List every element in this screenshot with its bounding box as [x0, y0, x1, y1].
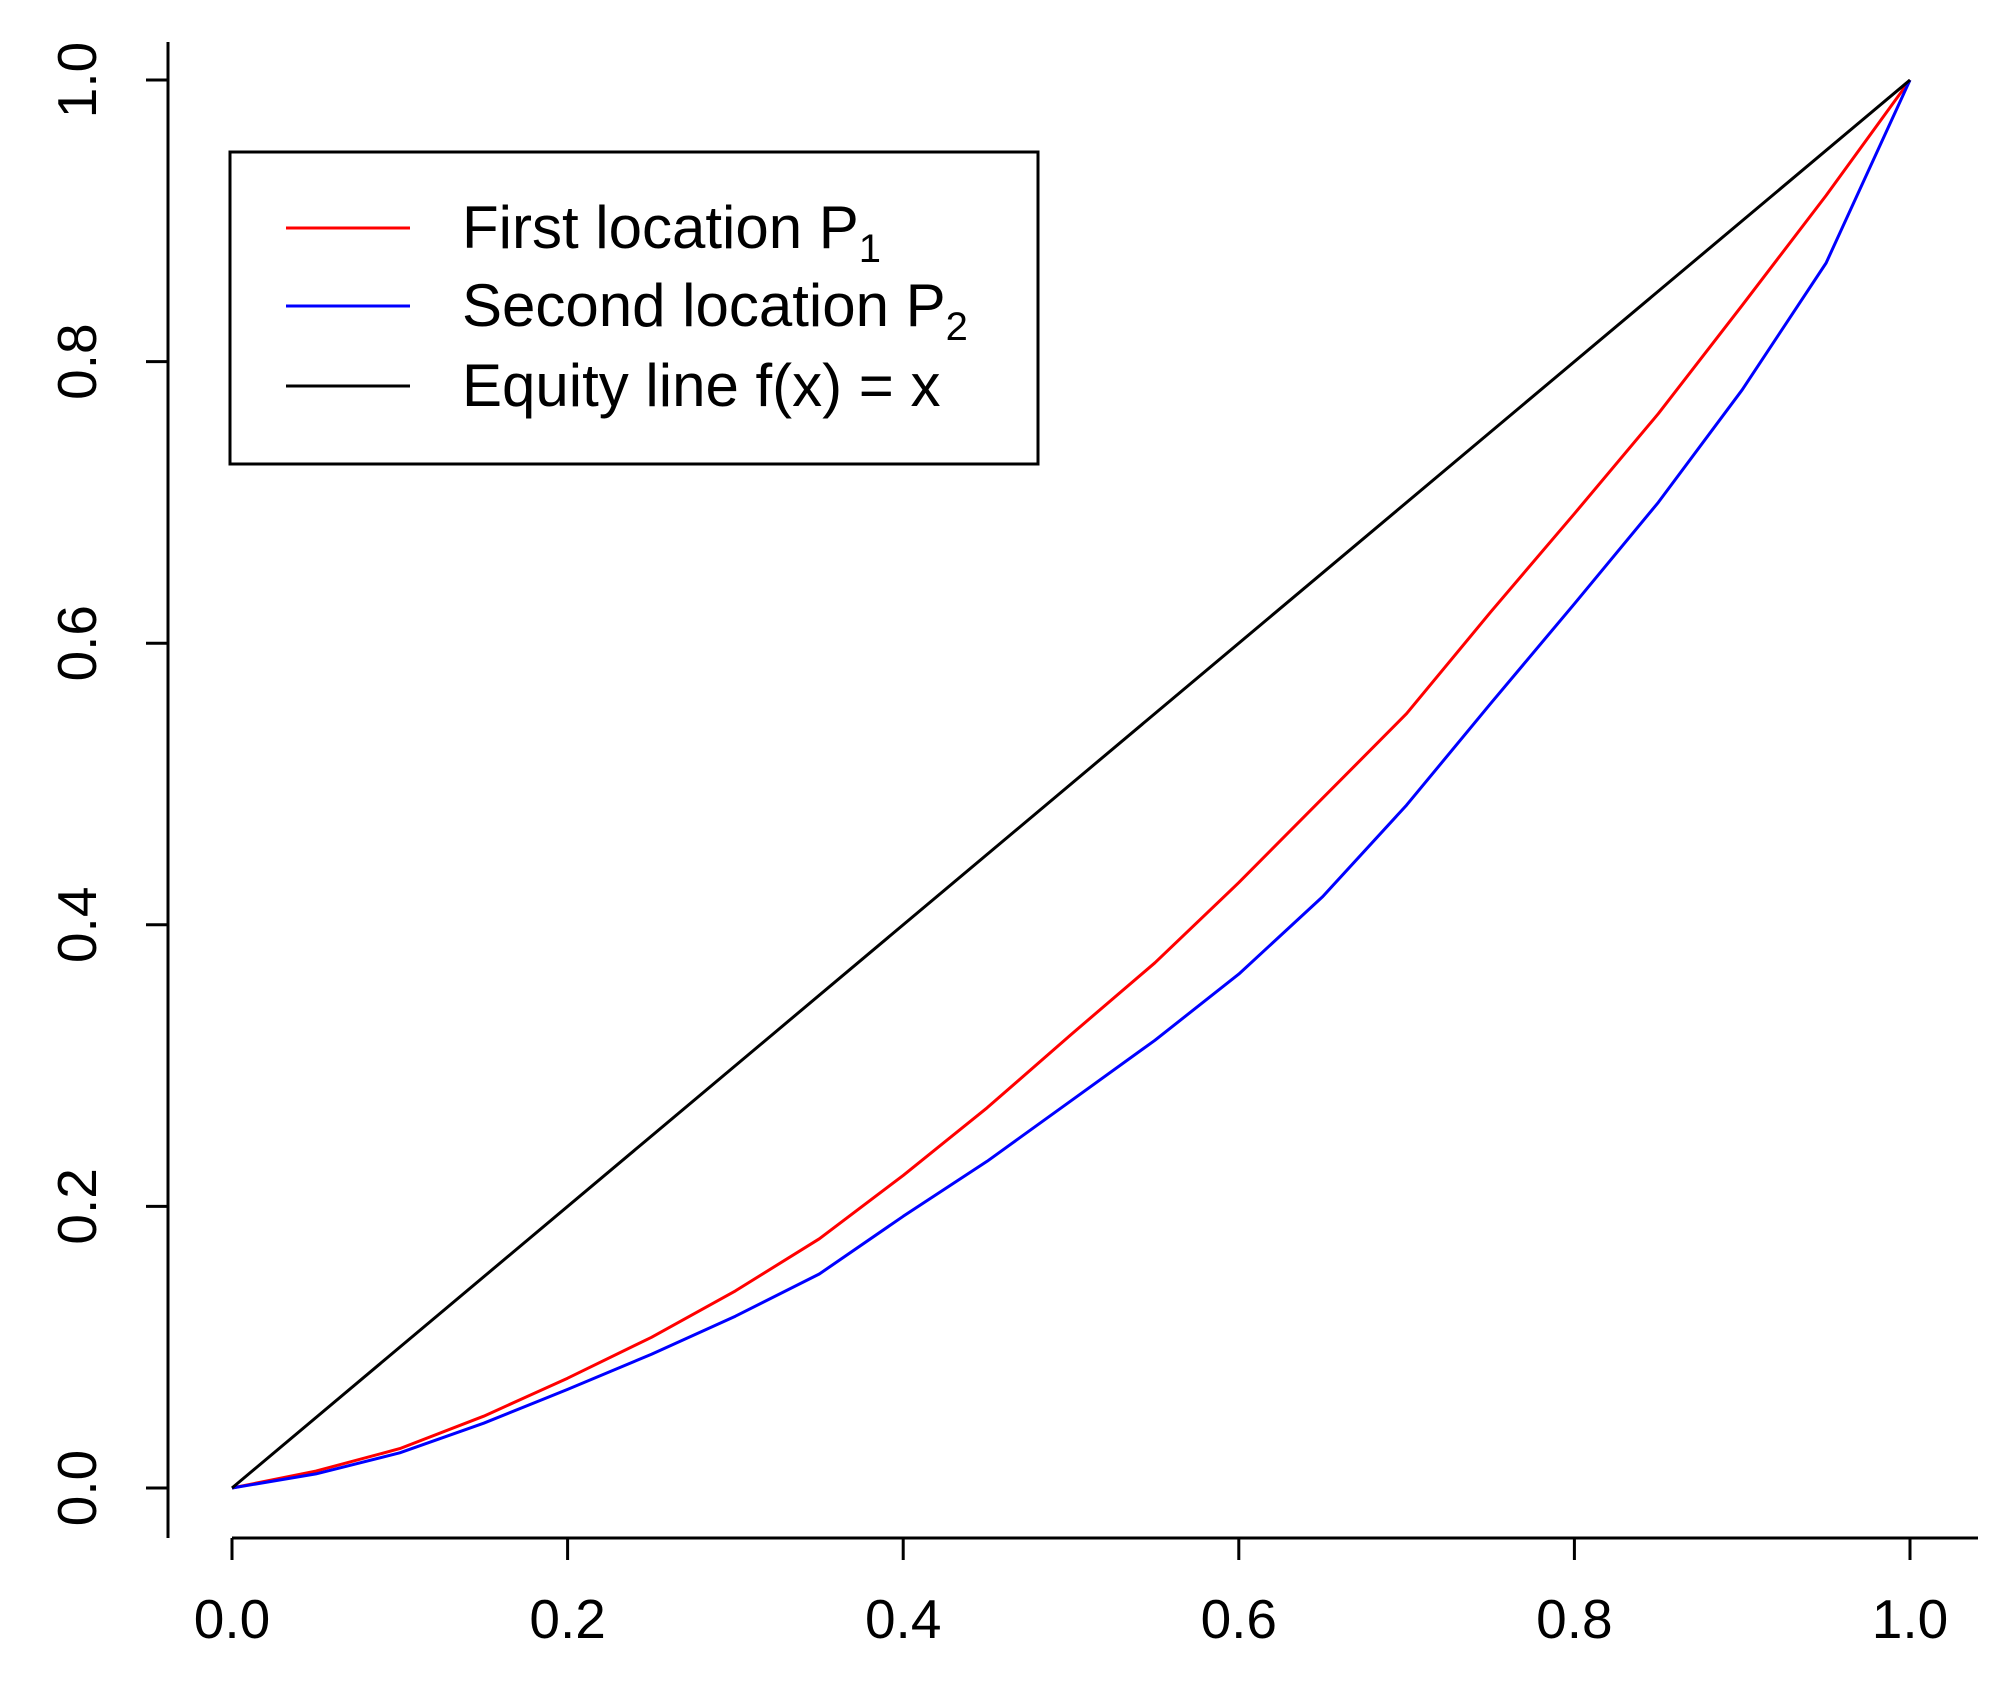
- y-tick-label: 0.6: [46, 605, 108, 681]
- series-layer: [231, 78, 1912, 1490]
- legend-label-1: First location P1: [462, 194, 881, 271]
- y-tick-label: 0.8: [46, 323, 108, 399]
- y-tick-label: 1.0: [46, 42, 108, 118]
- legend-label-3: Equity line f(x) = x: [462, 352, 941, 419]
- legend-label-2: Second location P2: [462, 272, 968, 349]
- series-line-1: [231, 79, 1912, 1490]
- y-tick-label: 0.0: [46, 1450, 108, 1526]
- x-tick-label: 0.4: [865, 1588, 941, 1650]
- x-tick-label: 0.8: [1536, 1588, 1612, 1650]
- y-tick-label: 0.2: [46, 1168, 108, 1244]
- series-line-2: [231, 79, 1912, 1490]
- legend-box: [228, 150, 1040, 466]
- x-tick-label: 0.0: [194, 1588, 270, 1650]
- series-line-3: [231, 78, 1911, 1490]
- x-tick-label: 0.2: [529, 1588, 605, 1650]
- x-tick-label: 1.0: [1872, 1588, 1948, 1650]
- y-tick-label: 0.4: [46, 887, 108, 963]
- axes: 0.0 0.2 0.4 0.6 0.8 1.0 0.0 0.2 0.4 0.6 0.8 1.0: [46, 42, 1978, 1650]
- x-tick-label: 0.6: [1201, 1588, 1277, 1650]
